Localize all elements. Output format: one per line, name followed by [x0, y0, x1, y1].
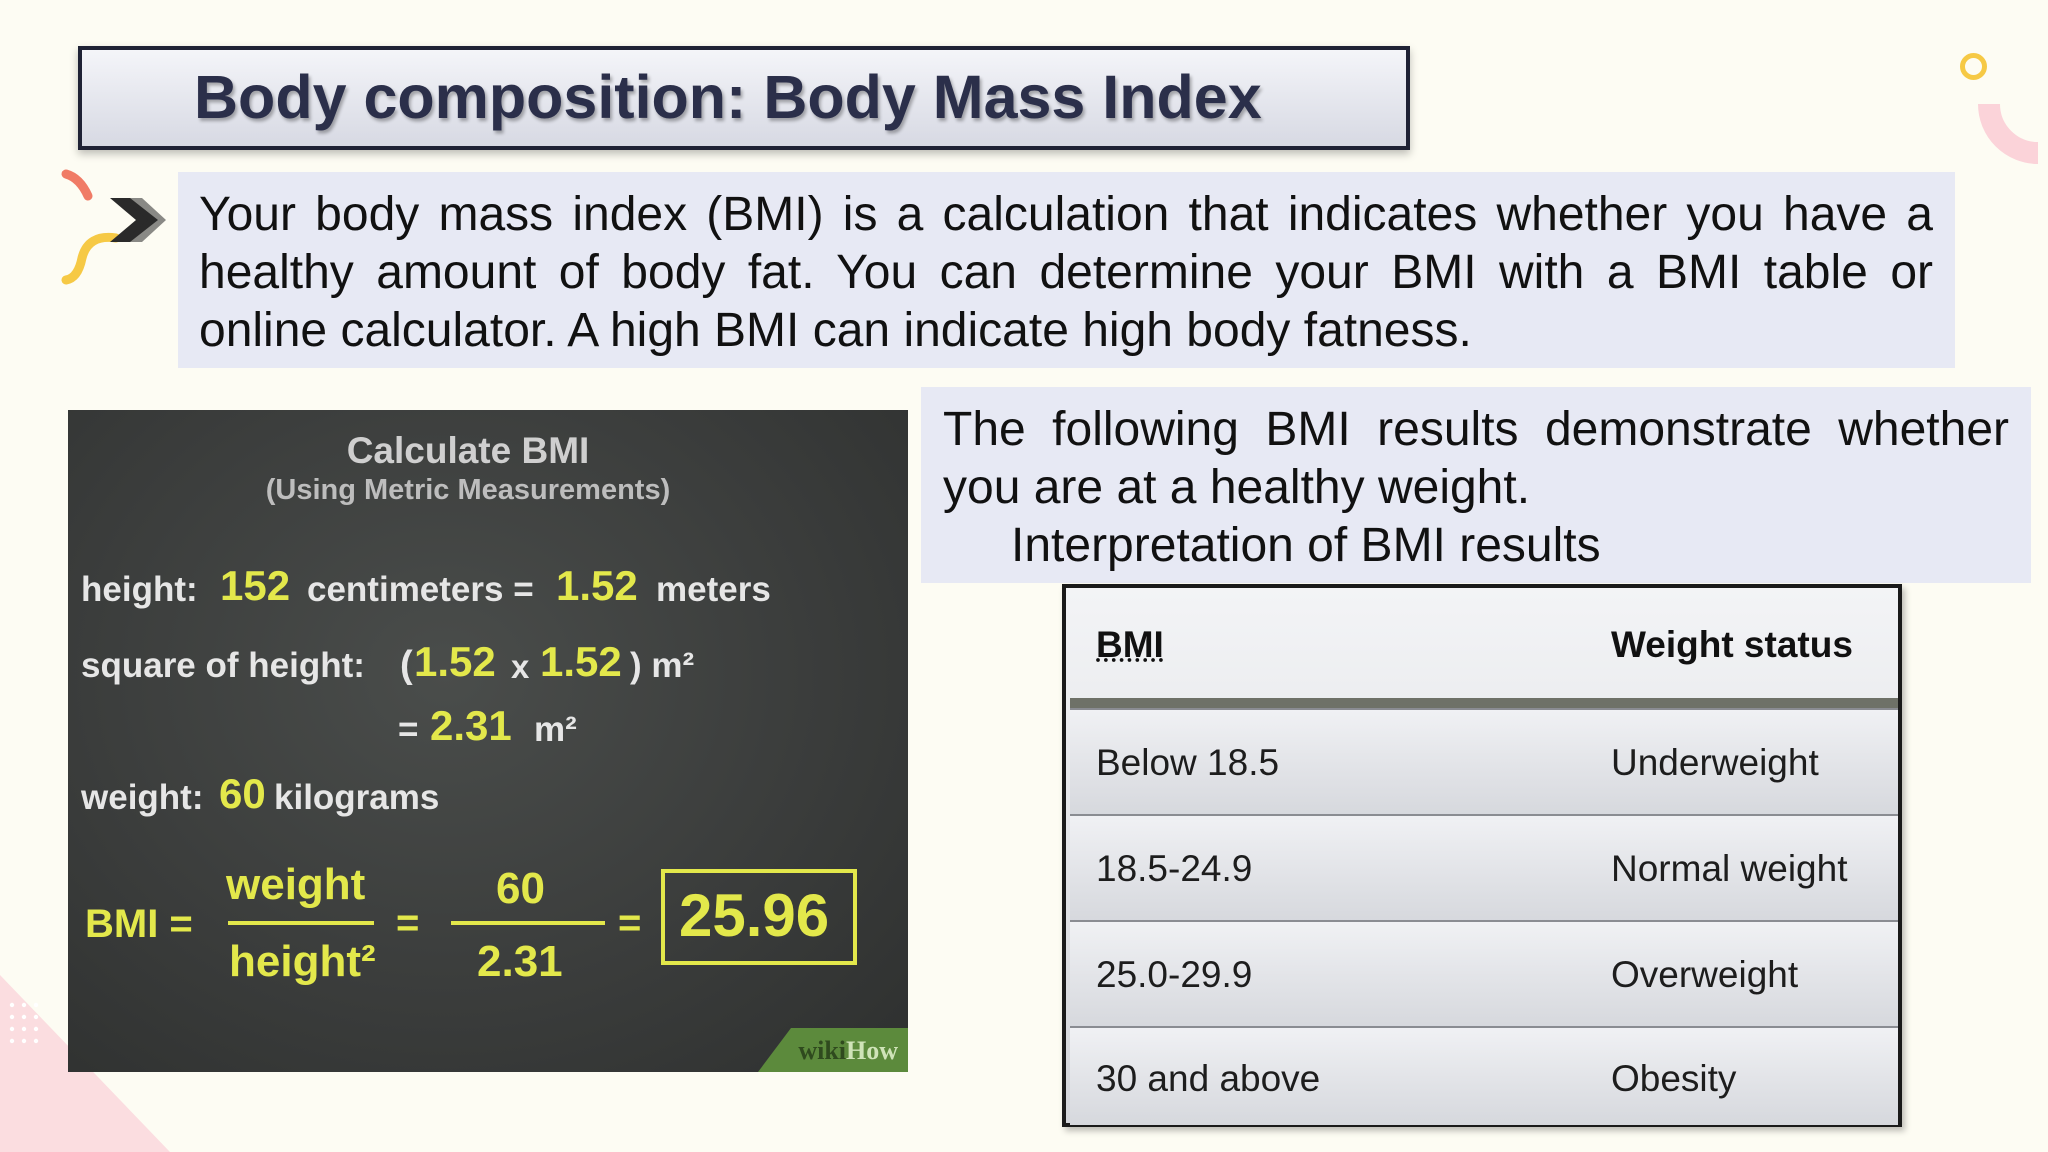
fraction-denominator: height² — [229, 937, 376, 986]
results-line-2: you are at a healthy weight. — [943, 461, 1531, 514]
table-row: 25.0-29.9 Overweight — [1070, 920, 1898, 1028]
bmi-calculation-image: Calculate BMI (Using Metric Measurements… — [68, 410, 908, 1072]
chevron-decoration-icon — [61, 169, 166, 285]
intro-paragraph: Your body mass index (BMI) is a calculat… — [199, 188, 1933, 357]
weight-status: Obesity — [1611, 1058, 1737, 1099]
title-banner: Body composition: Body Mass Index — [78, 46, 1410, 150]
fraction-line-1 — [228, 921, 374, 925]
watermark-how: How — [846, 1036, 898, 1065]
page-title: Body composition: Body Mass Index — [194, 63, 1262, 131]
bmi-result-value: 25.96 — [679, 882, 830, 949]
square-label: square of height: — [81, 646, 365, 685]
height-cm-value: 152 — [220, 562, 291, 609]
watermark-text: wikiHow — [798, 1036, 898, 1066]
weight-status: Overweight — [1611, 954, 1799, 995]
square-close-unit: ) m² — [630, 646, 695, 685]
height-m-value: 1.52 — [556, 562, 638, 609]
table-row: Below 18.5 Underweight — [1070, 708, 1898, 816]
open-paren: ( — [400, 644, 413, 686]
bmi-table: BMI Weight status Below 18.5 Underweight… — [1062, 584, 1902, 1127]
header-bmi: BMI — [1096, 624, 1164, 665]
square-result-value: 2.31 — [430, 702, 512, 749]
equals-sign: = — [398, 710, 419, 749]
height-label: height: — [81, 570, 198, 609]
results-panel: The following BMI results demonstrate wh… — [921, 387, 2031, 583]
bmi-result-box — [661, 869, 857, 965]
bmi-formula-label: BMI = — [85, 902, 193, 946]
cm-unit: centimeters = — [307, 570, 534, 609]
header-weight-status: Weight status — [1611, 624, 1853, 665]
weight-value: 60 — [219, 770, 266, 817]
table-row: 30 and above Obesity — [1070, 1026, 1898, 1125]
weight-status: Underweight — [1611, 742, 1819, 783]
weight-status: Normal weight — [1611, 848, 1848, 889]
bmi-range: 30 and above — [1096, 1058, 1321, 1099]
square-result-unit: m² — [534, 710, 577, 749]
m-unit: meters — [656, 570, 771, 609]
square-b-value: 1.52 — [540, 638, 622, 685]
ring-decoration — [1960, 53, 1987, 80]
calc-subtitle: (Using Metric Measurements) — [265, 474, 671, 506]
table-header: BMI Weight status — [1066, 588, 1898, 696]
numerator-value: 60 — [496, 864, 545, 913]
fraction-line-2 — [451, 921, 605, 925]
results-heading: Interpretation of BMI results — [1011, 519, 1601, 572]
calc-title: Calculate BMI — [346, 430, 590, 471]
bmi-range: Below 18.5 — [1096, 742, 1280, 783]
fraction-numerator: weight — [226, 860, 366, 909]
table-row: 18.5-24.9 Normal weight — [1070, 814, 1898, 922]
times-sign: x — [511, 648, 530, 685]
intro-panel: Your body mass index (BMI) is a calculat… — [178, 172, 1955, 368]
equals-sign-2: = — [396, 901, 420, 945]
bmi-range: 18.5-24.9 — [1096, 848, 1253, 889]
weight-label: weight: — [81, 778, 204, 817]
watermark-wiki: wiki — [798, 1036, 846, 1065]
square-a-value: 1.52 — [414, 638, 496, 685]
denominator-value: 2.31 — [477, 937, 563, 986]
equals-sign-3: = — [618, 901, 642, 945]
bmi-range: 25.0-29.9 — [1096, 954, 1253, 995]
results-line-1: The following BMI results demonstrate wh… — [943, 403, 2009, 456]
header-divider — [1070, 698, 1898, 708]
arc-decoration — [1978, 104, 2038, 164]
wikihow-watermark: wikiHow — [758, 1028, 908, 1072]
weight-unit: kilograms — [274, 778, 440, 817]
